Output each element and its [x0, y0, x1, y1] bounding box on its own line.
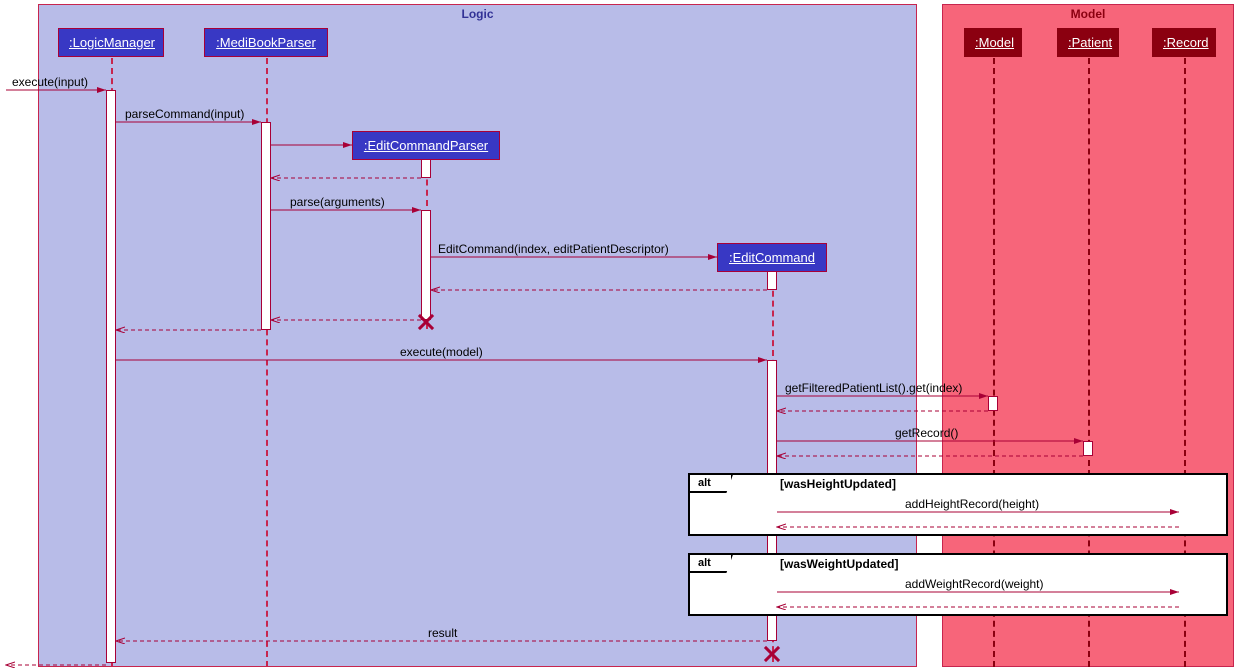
editcommandparser-participant: :EditCommandParser	[352, 131, 500, 160]
editcommandparser-activation-2	[421, 210, 431, 320]
editcommandparser-activation-1	[421, 159, 431, 178]
alt-guard-2: [wasWeightUpdated]	[780, 557, 898, 571]
patient-participant: :Patient	[1057, 28, 1119, 57]
medibookparser-activation	[261, 122, 271, 330]
msg-label-getrecord: getRecord()	[895, 426, 958, 440]
msg-label-editcommand: EditCommand(index, editPatientDescriptor…	[438, 242, 669, 256]
editcommandparser-destroy	[416, 312, 436, 332]
model-region-title: Model	[943, 5, 1233, 23]
msg-label-parsecommand: parseCommand(input)	[125, 107, 244, 121]
editcommand-destroy	[762, 644, 782, 664]
editcommand-activation-1	[767, 271, 777, 290]
model-participant: :Model	[964, 28, 1022, 57]
msg-label-execute-model: execute(model)	[400, 345, 483, 359]
msg-label-addweight: addWeightRecord(weight)	[905, 577, 1044, 591]
alt-label-1: alt	[690, 475, 733, 493]
record-participant: :Record	[1152, 28, 1216, 57]
msg-label-getfiltered: getFilteredPatientList().get(index)	[785, 381, 962, 395]
alt-guard-1: [wasHeightUpdated]	[780, 477, 896, 491]
logicmanager-participant: :LogicManager	[58, 28, 164, 57]
alt-label-2: alt	[690, 555, 733, 573]
medibookparser-participant: :MediBookParser	[204, 28, 328, 57]
msg-label-addheight: addHeightRecord(height)	[905, 497, 1039, 511]
msg-label-execute-input: execute(input)	[12, 75, 88, 89]
model-activation	[988, 396, 998, 411]
logic-region-title: Logic	[39, 5, 916, 23]
patient-activation	[1083, 441, 1093, 456]
sequence-diagram-canvas: Logic Model alt [wasHeightUpdated] alt […	[0, 0, 1243, 669]
msg-label-result: result	[428, 626, 457, 640]
msg-label-parse: parse(arguments)	[290, 195, 385, 209]
logicmanager-activation	[106, 90, 116, 663]
editcommand-participant: :EditCommand	[717, 243, 827, 272]
